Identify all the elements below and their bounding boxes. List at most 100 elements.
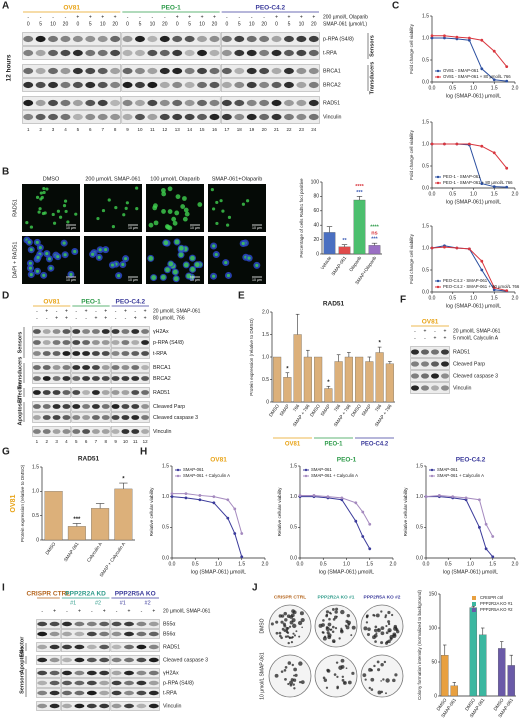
bar xyxy=(355,356,364,403)
condition-label: 5 nmol/L Calyculin A xyxy=(453,335,499,341)
lane-number: 21 xyxy=(274,127,280,132)
lane-number: 11 xyxy=(150,127,155,132)
colony xyxy=(293,667,298,672)
x-tick-label: 1.5 xyxy=(489,561,496,567)
blot-band xyxy=(148,631,159,637)
data-point xyxy=(443,34,446,38)
blot-band xyxy=(23,49,34,57)
x-tick-label: 1.0 xyxy=(470,85,477,91)
foci xyxy=(160,274,166,280)
colony xyxy=(284,618,288,622)
significance: *** xyxy=(371,237,378,243)
colony xyxy=(292,683,295,686)
colony xyxy=(351,671,355,675)
series-line xyxy=(171,496,243,557)
blot-band xyxy=(172,67,183,75)
legend-label: OV81 - SMAP-061 + 80 µmol/L 766 xyxy=(443,74,511,79)
condition-mark: + xyxy=(312,14,315,20)
data-point xyxy=(491,535,495,538)
foci xyxy=(161,191,167,197)
colony xyxy=(373,628,378,633)
condition-mark: - xyxy=(36,315,38,321)
x-axis-label: log (SMAP-061) µmol/L xyxy=(443,569,498,575)
colony xyxy=(338,637,341,640)
data-point xyxy=(430,142,434,146)
row-label: Vinculin xyxy=(323,114,342,120)
colony xyxy=(365,621,369,624)
blot-band xyxy=(62,670,72,676)
colony xyxy=(340,609,345,615)
section-label: Transducers xyxy=(17,357,23,390)
colony xyxy=(335,661,339,664)
condition-mark: + xyxy=(128,608,131,614)
colony xyxy=(298,661,303,666)
blot-strip xyxy=(410,382,450,394)
bar xyxy=(273,356,282,403)
data-point xyxy=(240,532,244,535)
colony xyxy=(332,618,336,621)
colony xyxy=(327,622,332,627)
colony xyxy=(385,678,390,683)
blot-band xyxy=(111,351,120,356)
data-point xyxy=(226,498,230,502)
condition-mark: + xyxy=(134,315,137,321)
data-point xyxy=(226,516,230,520)
colony xyxy=(274,673,279,678)
blot-band xyxy=(234,35,245,43)
blot-strip xyxy=(110,348,150,359)
blot-band xyxy=(221,49,232,57)
bar xyxy=(368,245,381,255)
well-row-label: DMSO xyxy=(259,618,265,633)
row-label: RAD51 xyxy=(163,644,180,650)
colony xyxy=(288,625,292,628)
y-tick-label: 1.5 xyxy=(162,463,169,469)
blot-strip xyxy=(71,412,111,423)
foci xyxy=(161,209,166,214)
blot-band xyxy=(431,361,439,367)
colony xyxy=(289,620,294,625)
blot-strip xyxy=(22,64,122,78)
blot-band xyxy=(259,99,270,107)
blot-band xyxy=(72,404,81,409)
data-point xyxy=(505,166,509,170)
blot-band xyxy=(32,376,41,381)
row-label: B56α xyxy=(163,631,176,637)
blot-band xyxy=(82,404,91,409)
y-tick-label: 1.5 xyxy=(290,463,297,469)
bar xyxy=(91,508,110,541)
bar xyxy=(334,361,343,403)
colony xyxy=(292,632,295,635)
colony xyxy=(325,610,330,614)
category-label: SMAP xyxy=(361,403,373,417)
colony xyxy=(384,641,389,645)
condition-mark: - xyxy=(85,315,87,321)
blot-band xyxy=(136,657,147,663)
colony xyxy=(341,675,345,678)
blot-band xyxy=(124,680,134,686)
condition-mark: + xyxy=(55,315,58,321)
foci xyxy=(152,205,158,211)
blot-band xyxy=(122,99,133,107)
colony xyxy=(298,680,302,684)
x-tick-label: 0.0 xyxy=(429,295,436,301)
foci xyxy=(36,255,40,260)
data-point xyxy=(455,142,459,146)
well xyxy=(360,654,404,698)
blot-band xyxy=(62,657,72,663)
y-tick-label: 1.5 xyxy=(422,119,429,125)
blot-band xyxy=(91,429,100,434)
blot-band xyxy=(60,113,71,121)
blot-band xyxy=(62,631,72,637)
blot-strip xyxy=(61,678,111,688)
blot-strip xyxy=(110,701,160,711)
blot-strip xyxy=(61,655,111,665)
subgroup-label: #2 xyxy=(145,600,151,606)
blot-strip xyxy=(121,96,221,110)
legend-label: SMAP-061 xyxy=(311,467,332,472)
colony xyxy=(375,613,380,618)
blot-band xyxy=(308,35,319,43)
condition-mark: 10 xyxy=(100,21,106,27)
blot-band xyxy=(91,376,100,381)
y-tick-label: 1.0 xyxy=(422,35,429,41)
blot-band xyxy=(49,644,60,650)
